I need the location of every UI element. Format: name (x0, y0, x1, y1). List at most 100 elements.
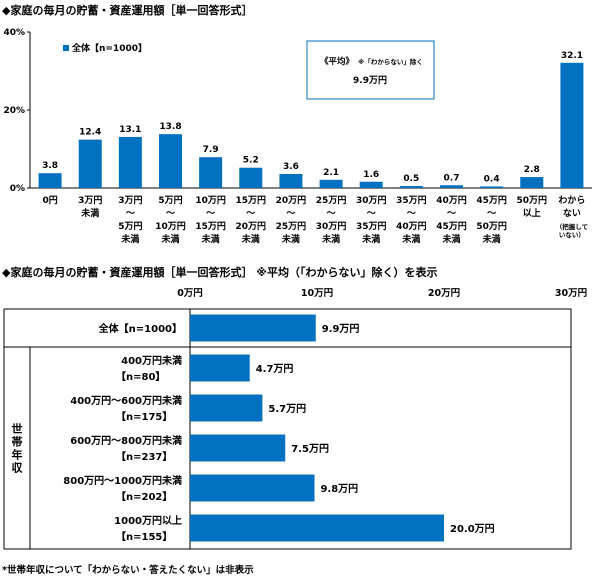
category-label: 15万円 (236, 195, 267, 206)
category-label: 40万円 (436, 195, 467, 206)
bar (440, 185, 463, 188)
category-label: 未満 (482, 233, 501, 245)
y-tick-label: 20% (3, 106, 25, 116)
hbar (190, 314, 316, 342)
hbar-value-label: 9.8万円 (320, 483, 358, 495)
row-label-n: 【n=202】 (116, 490, 172, 503)
bar-value-label: 2.1 (323, 168, 339, 178)
category-label: 5万円 (158, 195, 182, 206)
hbar-value-label: 4.7万円 (256, 363, 294, 375)
bar-value-label: 2.8 (524, 165, 540, 175)
chart1-legend: 全体【n=1000】 (63, 42, 147, 54)
footnote: *世帯年収について「わからない・答えたくない」は非表示 (2, 565, 254, 576)
category-label: 30万円 (316, 221, 347, 232)
bar (78, 139, 102, 188)
bar (520, 177, 544, 188)
bar (279, 173, 303, 188)
hbar (190, 434, 286, 462)
category-label: 25万円 (276, 221, 307, 232)
category-label: 35万円 (356, 221, 387, 232)
bar-value-label: 13.1 (119, 125, 141, 135)
group-label-char: 世 (12, 422, 23, 436)
category-label: 45万円 (476, 195, 507, 206)
bar (560, 62, 584, 189)
category-label: （把握して (556, 222, 588, 231)
category-label: 〜 (327, 209, 336, 219)
bar-value-label: 12.4 (79, 128, 101, 138)
category-label: 50万円 (517, 195, 548, 206)
bar (399, 186, 423, 188)
bar (359, 181, 383, 188)
bar-value-label: 3.6 (283, 162, 299, 172)
category-label: 15万円 (195, 221, 226, 232)
category-label: 未満 (361, 233, 380, 245)
category-label: 50万円 (476, 221, 507, 232)
category-label: 未満 (80, 207, 99, 219)
category-label: わから (558, 195, 585, 206)
category-label: 〜 (447, 209, 456, 219)
x-tick-label: 30万円 (555, 288, 587, 299)
row-label-n: 【n=155】 (116, 530, 172, 543)
row-label: 800万円〜1000万円未満 (63, 474, 182, 487)
category-label: 25万円 (316, 195, 347, 206)
category-label: 未満 (401, 233, 420, 245)
bar (319, 179, 343, 188)
group-label-char: 年 (12, 448, 23, 462)
chart2-title: ◆家庭の毎月の貯蓄・資産運用額［単一回答形式］ ※平均（「わからない」除く）を表… (2, 266, 438, 279)
chart2-frame (3, 308, 572, 550)
category-label: 〜 (407, 209, 416, 219)
bar-value-label: 7.9 (203, 145, 219, 155)
category-label: 以上 (523, 207, 541, 219)
category-label: 未満 (441, 233, 460, 245)
row-label-n: 【n=237】 (116, 450, 172, 463)
category-label: 未満 (321, 233, 340, 245)
chart2-rows: 9.9万円 全体【n=1000】 4.7万円 400万円未満【n=80】 5.7万円 40… (63, 314, 495, 543)
average-value: 9.9万円 (353, 75, 387, 86)
y-tick-label: 40% (3, 28, 25, 38)
bar (199, 157, 223, 188)
bar (38, 173, 62, 188)
bar (118, 136, 142, 188)
chart1-title: ◆家庭の毎月の貯蓄・資産運用額［単一回答形式］ (2, 4, 253, 17)
category-label: 10万円 (195, 195, 226, 206)
row-label: 400万円〜600万円未満 (70, 394, 182, 407)
average-title: 《平均》 (320, 56, 354, 67)
category-label: 35万円 (396, 195, 427, 206)
bar-value-label: 0.4 (484, 174, 500, 184)
bar-value-label: 13.8 (159, 122, 181, 132)
bar-value-label: 1.6 (363, 170, 379, 180)
hbar-value-label: 7.5万円 (291, 443, 329, 455)
category-label: 未満 (241, 233, 260, 245)
legend-swatch (63, 45, 69, 51)
row-label-n: 【n=80】 (116, 370, 165, 383)
chart2-x-axis: 0万円 10万円 20万円 30万円 (177, 288, 587, 299)
group-label-char: 帯 (12, 435, 23, 449)
hbar-value-label: 9.9万円 (322, 323, 360, 335)
category-label: 〜 (166, 209, 175, 219)
category-label: 〜 (286, 209, 295, 219)
plot-frame (189, 308, 572, 550)
bar (480, 186, 504, 188)
category-label: 〜 (367, 209, 376, 219)
category-label: 20万円 (276, 195, 307, 206)
bar (159, 134, 182, 188)
category-label: ない (563, 208, 581, 219)
bar-value-label: 32.1 (561, 51, 583, 61)
category-label: 3万円 (78, 195, 102, 206)
category-label: 〜 (246, 209, 255, 219)
hbar (190, 394, 263, 422)
average-box (306, 40, 435, 100)
legend-label: 全体【n=1000】 (71, 42, 147, 54)
x-tick-label: 20万円 (428, 288, 460, 299)
x-tick-label: 10万円 (301, 288, 333, 299)
hbar-value-label: 20.0万円 (450, 523, 495, 535)
category-label: 未満 (160, 233, 179, 245)
category-label: 45万円 (436, 221, 467, 232)
category-label: 〜 (206, 209, 215, 219)
hbar (190, 474, 315, 502)
chart1-category-labels: 0円 3万円未満3万円〜5万円未満5万円〜10万円未満10万円〜15万円未満15万… (42, 195, 588, 245)
average-note: ※「わからない」除く (358, 57, 423, 66)
chart2-group-label: 世帯年収 (12, 422, 24, 475)
category-label: 0円 (42, 195, 57, 206)
chart2-svg: 0万円 10万円 20万円 30万円 9.9万円 全体【n=1000】 4.7万円 400万… (3, 288, 587, 550)
